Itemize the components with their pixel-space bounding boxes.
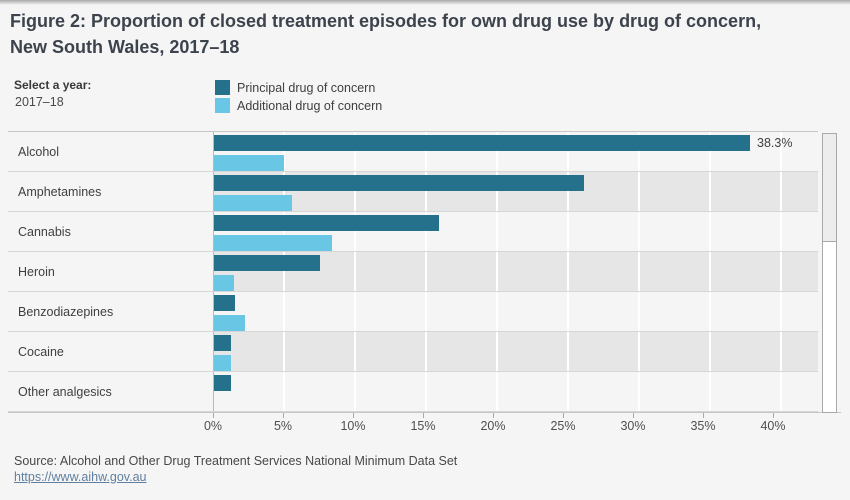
additional-bar-alcohol[interactable] (214, 155, 284, 171)
additional-bar-cannabis[interactable] (214, 235, 332, 251)
title-line-1: Figure 2: Proportion of closed treatment… (10, 11, 762, 31)
principal-bar-heroin[interactable] (214, 255, 320, 271)
principal-swatch-icon (215, 80, 230, 95)
axis-tick-label: 40% (760, 419, 786, 433)
plot-area (213, 212, 818, 252)
table-row: Amphetamines (8, 172, 818, 212)
principal-bar-other-analgesics[interactable] (214, 375, 231, 391)
axis-tick-label: 20% (480, 419, 506, 433)
legend: Principal drug of concern Additional dru… (215, 80, 382, 116)
table-row: Cocaine (8, 332, 818, 372)
plot-area (213, 172, 818, 212)
additional-bar-benzodiazepines[interactable] (214, 315, 245, 331)
axis-tick-label: 10% (340, 419, 366, 433)
top-shadow (0, 0, 850, 5)
table-row: Heroin (8, 252, 818, 292)
plot-area (213, 332, 818, 372)
axis-tick-label: 30% (620, 419, 646, 433)
source-note: Source: Alcohol and Other Drug Treatment… (14, 454, 458, 468)
legend-item-principal[interactable]: Principal drug of concern (215, 80, 382, 95)
plot-area (213, 252, 818, 292)
axis-tick (703, 413, 704, 418)
principal-bar-alcohol[interactable] (214, 135, 750, 151)
legend-label: Principal drug of concern (237, 80, 376, 95)
scrollbar-thumb[interactable] (823, 134, 836, 242)
vertical-scrollbar[interactable] (822, 133, 837, 413)
category-label: Benzodiazepines (18, 305, 114, 319)
axis-tick (633, 413, 634, 418)
legend-label: Additional drug of concern (237, 98, 383, 113)
plot-area (213, 292, 818, 332)
additional-bar-cocaine[interactable] (214, 355, 231, 371)
axis-tick (493, 413, 494, 418)
principal-bar-amphetamines[interactable] (214, 175, 584, 191)
axis-tick (283, 413, 284, 418)
bar-value-label: 38.3% (757, 136, 793, 150)
year-selector-label: Select a year: (14, 78, 92, 92)
additional-bar-amphetamines[interactable] (214, 195, 292, 211)
axis-tick-label: 0% (203, 419, 223, 433)
category-label: Cannabis (18, 225, 71, 239)
principal-bar-benzodiazepines[interactable] (214, 295, 235, 311)
axis-tick (563, 413, 564, 418)
additional-swatch-icon (215, 98, 230, 113)
category-label: Other analgesics (18, 385, 112, 399)
table-row: Alcohol 38.3% (8, 132, 818, 172)
year-selector-value[interactable]: 2017–18 (15, 95, 64, 109)
category-label: Amphetamines (18, 185, 102, 199)
axis-tick (423, 413, 424, 418)
axis-tick-label: 15% (410, 419, 436, 433)
axis-tick (353, 413, 354, 418)
table-row: Other analgesics (8, 372, 818, 412)
axis-tick (773, 413, 774, 418)
chart-bottom-border (8, 412, 841, 413)
plot-area (213, 372, 818, 412)
principal-bar-cocaine[interactable] (214, 335, 231, 351)
axis-tick-label: 35% (690, 419, 716, 433)
chart-top-border (8, 131, 818, 132)
page-title: Figure 2: Proportion of closed treatment… (10, 8, 840, 60)
bar-chart: Alcohol 38.3% Amphetamines Cannabis Heroin Be… (8, 132, 818, 412)
axis-tick-label: 25% (550, 419, 576, 433)
aihw-link[interactable]: https://www.aihw.gov.au (14, 470, 147, 484)
legend-item-additional[interactable]: Additional drug of concern (215, 98, 382, 113)
axis-tick-label: 5% (273, 419, 293, 433)
category-label: Heroin (18, 265, 55, 279)
additional-bar-heroin[interactable] (214, 275, 234, 291)
title-line-2: New South Wales, 2017–18 (10, 37, 240, 57)
category-label: Cocaine (18, 345, 64, 359)
category-label: Alcohol (18, 145, 59, 159)
table-row: Cannabis (8, 212, 818, 252)
axis-tick (213, 413, 214, 418)
table-row: Benzodiazepines (8, 292, 818, 332)
principal-bar-cannabis[interactable] (214, 215, 439, 231)
plot-area: 38.3% (213, 132, 818, 172)
